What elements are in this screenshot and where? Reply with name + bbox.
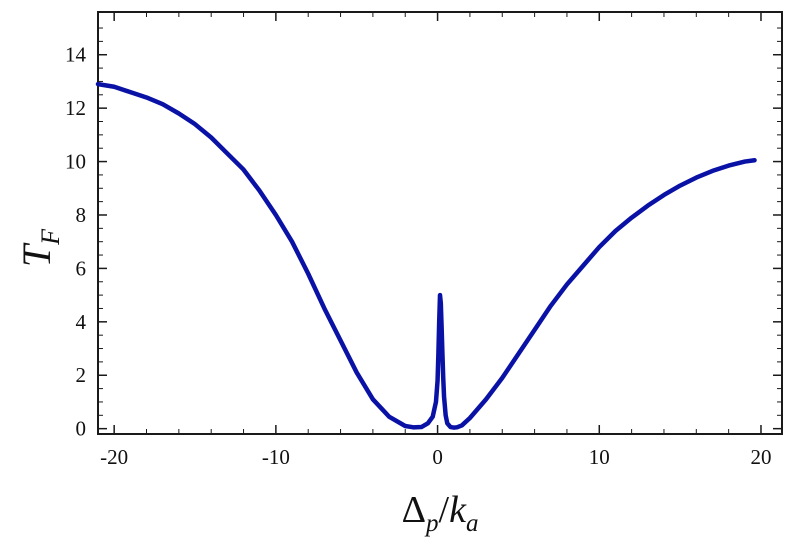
x-tick-label: -10 xyxy=(262,445,290,469)
y-tick-label: 12 xyxy=(65,96,86,120)
x-tick-labels: -20 -10 0 10 20 xyxy=(100,445,771,469)
y-tick-label: 6 xyxy=(76,256,87,280)
x-tick-label: 20 xyxy=(750,445,771,469)
x-axis-title-main: Δ xyxy=(402,489,426,531)
series-group xyxy=(95,81,757,430)
y-tick-labels: 0 2 4 6 8 10 12 14 xyxy=(65,43,87,441)
y-axis-title: TF xyxy=(14,228,65,267)
y-tick-label: 2 xyxy=(76,363,87,387)
series-line-0 xyxy=(95,81,757,430)
y-axis-title-main: T xyxy=(14,242,59,267)
axis-ticks xyxy=(98,12,782,434)
x-tick-label: -20 xyxy=(100,445,128,469)
y-tick-label: 10 xyxy=(65,150,86,174)
y-tick-label: 4 xyxy=(76,310,87,334)
y-tick-label: 14 xyxy=(65,43,87,67)
x-tick-label: 10 xyxy=(589,445,610,469)
x-axis-title-main-sub: p xyxy=(424,510,439,537)
x-tick-label: 0 xyxy=(432,445,443,469)
x-axis-title-den: k xyxy=(449,489,467,531)
x-axis-title-sep: / xyxy=(439,489,450,531)
y-tick-label: 0 xyxy=(76,417,87,441)
x-axis-title: Δp/ka xyxy=(402,489,479,537)
y-tick-label: 8 xyxy=(76,203,87,227)
y-axis-title-sub: F xyxy=(36,228,65,246)
x-axis-title-den-sub: a xyxy=(466,510,479,537)
